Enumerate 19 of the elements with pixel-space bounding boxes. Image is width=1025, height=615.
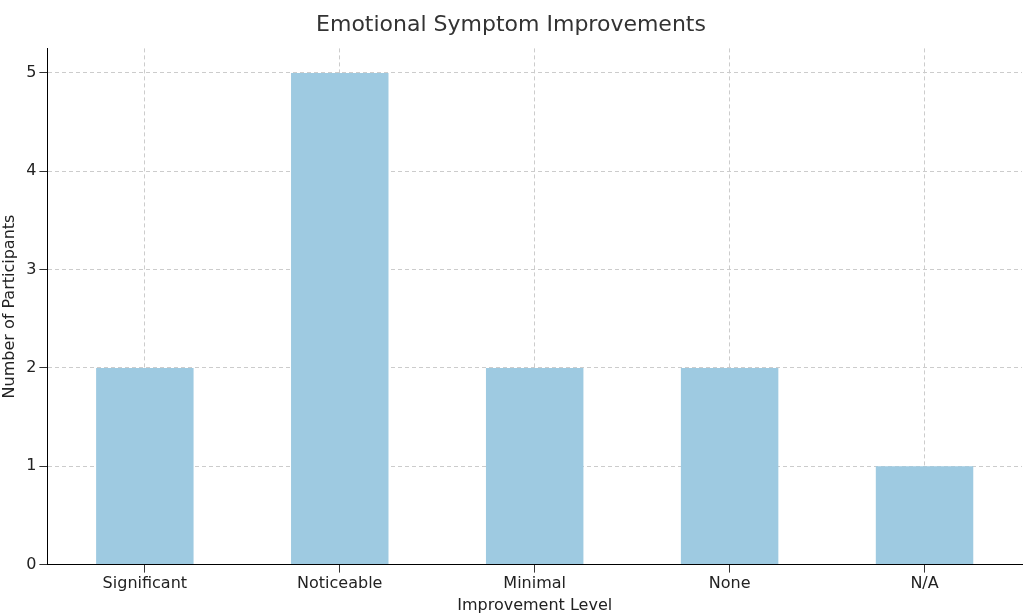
bar (680, 367, 779, 565)
y-tick-label: 4 (26, 160, 37, 180)
x-axis-title: Improvement Level (457, 594, 613, 614)
x-tick-label: Significant (102, 573, 188, 593)
y-tick-label: 1 (26, 455, 37, 475)
bar (485, 367, 584, 565)
x-tick-label: None (708, 573, 751, 593)
bar (291, 72, 389, 565)
x-tick-label: Minimal (503, 573, 567, 593)
y-tick-label: 3 (26, 258, 37, 278)
x-tick-label: Noticeable (297, 573, 383, 593)
y-axis-title: Number of Participants (0, 214, 18, 399)
y-tick-label: 5 (26, 62, 37, 82)
y-tick-label: 0 (26, 553, 37, 573)
chart-title: Emotional Symptom Improvements (316, 10, 706, 36)
bar (96, 367, 194, 565)
y-tick-label: 2 (26, 357, 37, 377)
bar (875, 466, 974, 565)
x-tick-label: N/A (910, 573, 939, 593)
